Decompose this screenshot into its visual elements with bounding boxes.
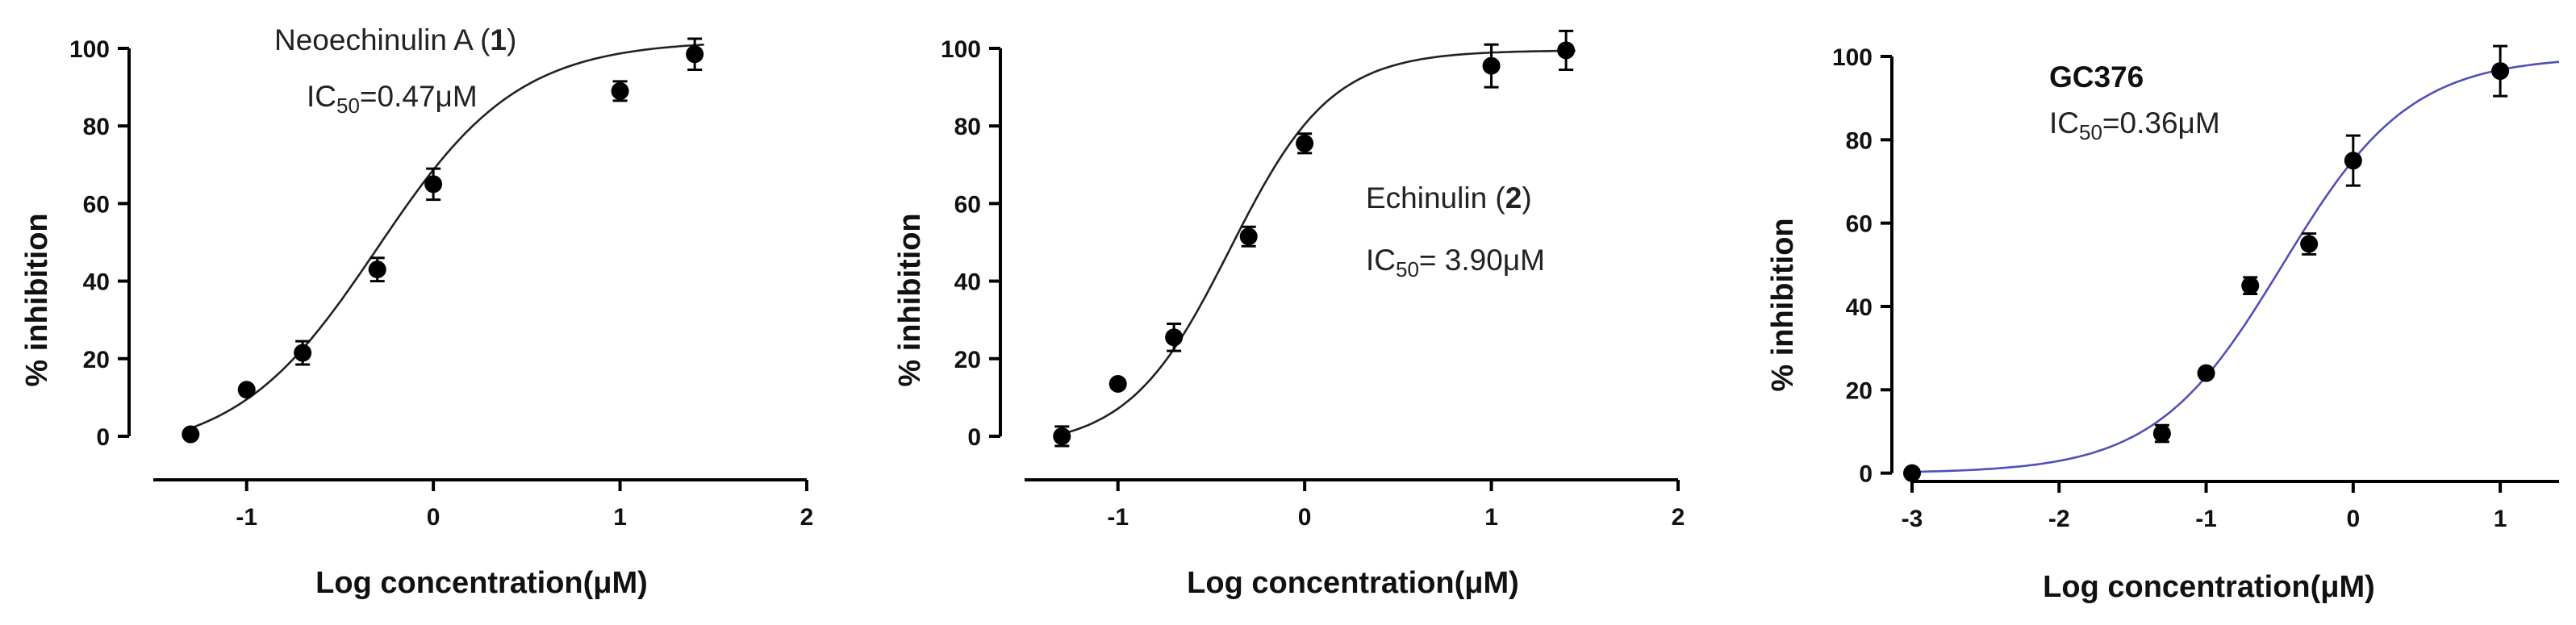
x-tick-label: -2	[2048, 506, 2070, 532]
x-tick-label: -1	[236, 504, 257, 531]
y-tick-label: 100	[1832, 44, 1873, 71]
y-tick-label: 20	[954, 347, 981, 373]
y-tick-label: 60	[1846, 211, 1873, 238]
y-tick-label: 0	[967, 424, 981, 451]
x-tick-label: 1	[1484, 504, 1498, 531]
y-tick-label: 80	[83, 114, 110, 140]
y-tick-label: 100	[69, 36, 110, 63]
compound-title: GC376	[2049, 60, 2144, 94]
fit-curve	[190, 44, 704, 430]
x-axis-title: Log concentration(μM)	[2043, 570, 2375, 604]
x-tick-label: -1	[1107, 504, 1129, 531]
fit-curve	[1911, 60, 2560, 473]
data-point	[2241, 277, 2260, 295]
plot-area: 0 20 40 60 80 100 -1 0 1 2	[941, 29, 1685, 531]
data-point	[1296, 134, 1314, 152]
ic50-label: IC50=0.36μM	[2049, 106, 2220, 144]
y-tick-label: 0	[1859, 461, 1873, 488]
x-tick-label: 2	[800, 504, 814, 531]
data-point	[2152, 424, 2171, 443]
data-point	[237, 381, 256, 399]
fit-curve	[1061, 49, 1576, 435]
data-point	[2344, 152, 2362, 170]
data-point	[1557, 41, 1576, 60]
x-axis-title: Log concentration(μM)	[1187, 566, 1519, 600]
data-point	[1108, 375, 1127, 394]
x-tick-label: 0	[2346, 506, 2360, 532]
data-point	[1239, 227, 1258, 246]
data-point	[1482, 56, 1501, 75]
y-tick-label: 80	[1846, 127, 1873, 154]
data-point	[1053, 427, 1071, 445]
x-axis-title: Log concentration(μM)	[315, 566, 648, 600]
data-point	[182, 425, 200, 444]
x-tick-label: 2	[1672, 504, 1685, 531]
data-point	[611, 81, 629, 100]
chart-panel-echinulin: 0 20 40 60 80 100 -1 0 1 2 Echinulin (2) IC50= 3.…	[893, 29, 1685, 600]
y-tick-label: 20	[1846, 377, 1873, 404]
compound-title: Neoechinulin A (1)	[274, 23, 516, 56]
y-tick-label: 0	[96, 424, 110, 451]
data-point	[368, 260, 386, 279]
ic50-label: IC50=0.47μM	[307, 80, 478, 118]
x-tick-label: -3	[1902, 506, 1923, 532]
y-axis-title: % inhibition	[893, 213, 927, 386]
plot-area: 0 20 40 60 80 100 -3 -2 -1 0 1	[1832, 44, 2560, 532]
plot-area: 0 20 40 60 80 100 -1 0 1 2	[69, 36, 813, 531]
data-point	[424, 175, 443, 194]
x-tick-label: -1	[2195, 506, 2217, 532]
chart-panel-neoechinulin: 0 20 40 60 80 100 -1 0 1 2 Neoechinulin A (1) IC5…	[20, 23, 813, 600]
data-point	[2491, 62, 2510, 81]
y-axis-title: % inhibition	[1766, 218, 1800, 391]
x-tick-label: 0	[1298, 504, 1312, 531]
data-point	[686, 45, 704, 64]
y-tick-label: 40	[954, 269, 981, 296]
data-point	[1903, 464, 1921, 482]
x-tick-label: 1	[2494, 506, 2507, 532]
y-tick-label: 20	[83, 347, 110, 373]
x-tick-label: 1	[613, 504, 627, 531]
y-tick-label: 80	[954, 114, 981, 140]
data-point	[2300, 235, 2319, 253]
ic50-label: IC50= 3.90μM	[1366, 244, 1545, 281]
compound-title: Echinulin (2)	[1366, 181, 1532, 215]
data-point	[1165, 328, 1184, 347]
x-tick-label: 0	[427, 504, 440, 531]
data-point	[294, 344, 312, 362]
y-tick-label: 40	[1846, 294, 1873, 321]
y-axis-title: % inhibition	[20, 213, 54, 386]
y-tick-label: 40	[83, 269, 110, 296]
y-tick-label: 60	[954, 191, 981, 218]
y-tick-label: 100	[941, 36, 981, 63]
data-point	[2197, 364, 2215, 382]
chart-panel-gc376: 0 20 40 60 80 100 -3 -2 -1 0 1 GC376 IC50=0.36μM L…	[1766, 44, 2560, 604]
y-tick-label: 60	[83, 191, 110, 218]
